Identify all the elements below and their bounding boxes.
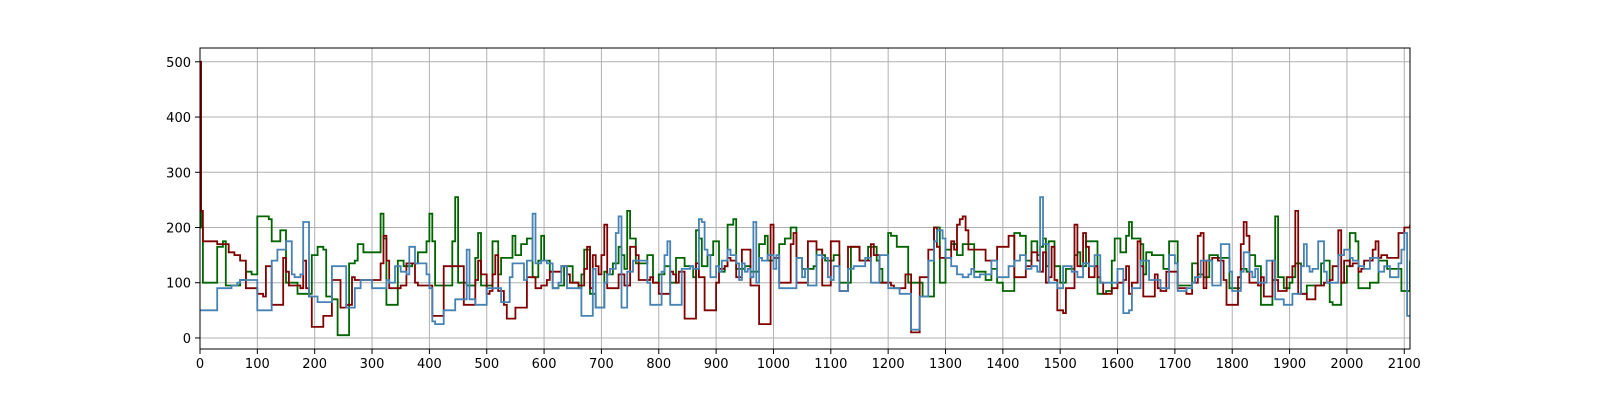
y-tick-label: 0 xyxy=(183,332,191,347)
x-tick-label: 0 xyxy=(196,357,204,372)
x-tick-label: 200 xyxy=(302,357,327,372)
x-tick-label: 1000 xyxy=(757,357,790,372)
x-tick-label: 500 xyxy=(474,357,499,372)
x-tick-label: 2100 xyxy=(1388,357,1421,372)
x-tick-label: 1800 xyxy=(1216,357,1249,372)
axis-ticks xyxy=(195,61,1405,354)
x-tick-label: 600 xyxy=(532,357,557,372)
grid-lines xyxy=(199,48,1410,349)
series-line-2 xyxy=(200,60,1410,334)
y-tick-label: 300 xyxy=(166,166,191,181)
x-tick-label: 100 xyxy=(245,357,270,372)
y-tick-label: 500 xyxy=(166,56,191,71)
x-tick-label: 1100 xyxy=(814,357,847,372)
y-tick-label: 200 xyxy=(166,221,191,236)
x-tick-label: 1400 xyxy=(986,357,1019,372)
x-tick-label: 1200 xyxy=(872,357,905,372)
plot-frame xyxy=(199,47,1411,350)
y-tick-label: 100 xyxy=(166,277,191,292)
y-tick-label: 400 xyxy=(166,111,191,126)
x-tick-label: 400 xyxy=(417,357,442,372)
series-line-3 xyxy=(200,196,1410,331)
x-tick-label: 2000 xyxy=(1330,357,1363,372)
x-tick-label: 1900 xyxy=(1273,357,1306,372)
x-tick-label: 900 xyxy=(704,357,729,372)
x-tick-label: 1500 xyxy=(1044,357,1077,372)
x-tick-label: 300 xyxy=(360,357,385,372)
x-tick-label: 700 xyxy=(589,357,614,372)
series-layer xyxy=(200,60,1410,337)
x-tick-label: 800 xyxy=(646,357,671,372)
tick-labels: 0 100 200 300 400 500 600 700 800 900 1000 1100 1200… xyxy=(166,56,1421,372)
x-tick-label: 1300 xyxy=(929,357,962,372)
x-tick-label: 1700 xyxy=(1158,357,1191,372)
x-tick-label: 1600 xyxy=(1101,357,1134,372)
